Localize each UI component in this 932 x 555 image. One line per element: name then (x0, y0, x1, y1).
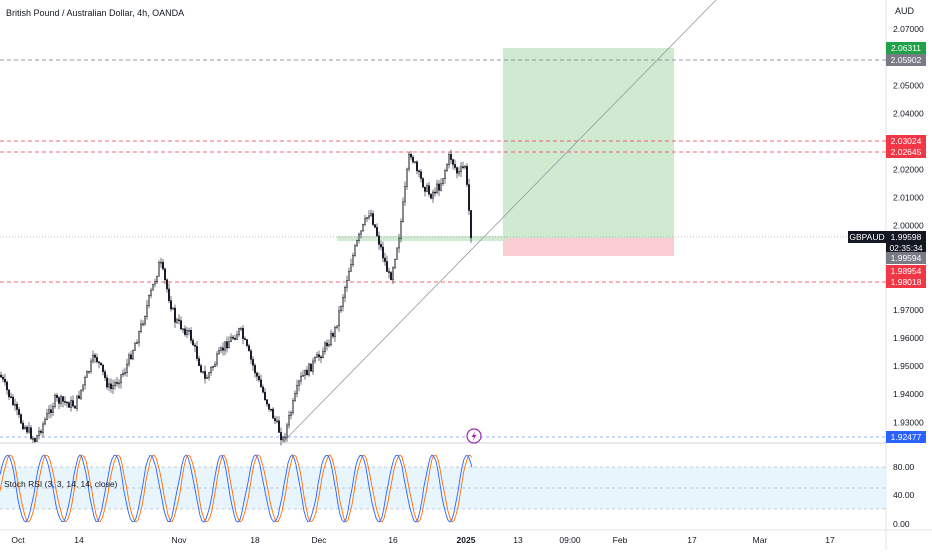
entry-zone (337, 236, 507, 241)
price-tag (886, 242, 926, 254)
price-tag-label: 2.03024 (891, 136, 922, 146)
symbol-title[interactable]: British Pound / Australian Dollar, 4h, O… (6, 8, 185, 18)
lightning-icon[interactable] (466, 428, 482, 444)
price-tick-label: 1.97000 (893, 305, 924, 315)
indicator-title[interactable]: Stoch RSI (3, 3, 14, 14, close) (4, 479, 118, 489)
stoch-level-label: 40.00 (893, 490, 915, 500)
price-tick-label: 2.07000 (893, 24, 924, 34)
trend-line[interactable] (282, 0, 717, 443)
time-axis-label: Feb (613, 535, 628, 545)
price-tag (886, 146, 926, 158)
time-axis-label: 16 (388, 535, 398, 545)
stoch-scale: 80.00 40.00 0.00 (893, 462, 915, 529)
price-tag-label: 02:35:34 (889, 243, 922, 253)
price-tick-label: 1.94000 (893, 389, 924, 399)
stoch-level-label: 0.00 (893, 519, 910, 529)
price-tag (886, 135, 926, 147)
price-tag-label: 2.02645 (891, 147, 922, 157)
time-axis-label: 09:00 (559, 535, 581, 545)
price-tag-label: 1.98018 (891, 277, 922, 287)
price-tag (886, 231, 926, 243)
time-axis[interactable]: Oct 14 Nov 18 Dec 16 2025 13 09:00 Feb 17 Mar 17 (11, 535, 835, 545)
time-axis-label: 13 (513, 535, 523, 545)
stop-zone[interactable] (503, 238, 674, 256)
time-axis-label: 17 (825, 535, 835, 545)
time-axis-label: Oct (11, 535, 25, 545)
price-tag-label: 1.92477 (891, 432, 922, 442)
price-tag-label: 1.98954 (891, 266, 922, 276)
stoch-k-line (0, 454, 473, 523)
target-zone[interactable] (503, 48, 674, 238)
symbol-tag: GBPAUD (848, 231, 886, 243)
price-tick-label: 2.02000 (893, 165, 924, 175)
price-tag (886, 431, 926, 443)
price-scale[interactable]: 2.07000 2.05000 2.04000 2.02000 2.01000 2.000… (893, 24, 924, 427)
time-axis-label: 18 (250, 535, 260, 545)
stoch-level-label: 80.00 (893, 462, 915, 472)
price-tag (886, 276, 926, 288)
time-axis-label: Dec (311, 535, 327, 545)
price-tag (886, 265, 926, 277)
price-tick-label: 1.93000 (893, 417, 924, 427)
price-tick-label: 2.00000 (893, 221, 924, 231)
time-axis-label: 2025 (457, 535, 476, 545)
price-tick-label: 2.04000 (893, 108, 924, 118)
stoch-d-line (0, 454, 473, 523)
time-axis-label: Nov (171, 535, 187, 545)
price-tick-label: 1.95000 (893, 361, 924, 371)
price-tag (886, 54, 926, 66)
price-tick-label: 2.01000 (893, 193, 924, 203)
price-tick-label: 2.05000 (893, 80, 924, 90)
price-tick-label: 1.96000 (893, 333, 924, 343)
price-tag-label: 2.05902 (891, 55, 922, 65)
time-axis-label: 14 (74, 535, 84, 545)
currency-label: AUD (895, 6, 915, 16)
time-axis-label: 17 (687, 535, 697, 545)
candlestick-series (0, 149, 472, 446)
time-axis-label: Mar (753, 535, 768, 545)
price-tag-label: 1.99598 (891, 232, 922, 242)
price-tag-label: 2.06311 (891, 43, 921, 53)
price-tag-label: 1.99594 (891, 253, 922, 263)
svg-text:GBPAUD: GBPAUD (849, 232, 884, 242)
price-tag (886, 42, 926, 54)
price-tag (886, 252, 926, 264)
